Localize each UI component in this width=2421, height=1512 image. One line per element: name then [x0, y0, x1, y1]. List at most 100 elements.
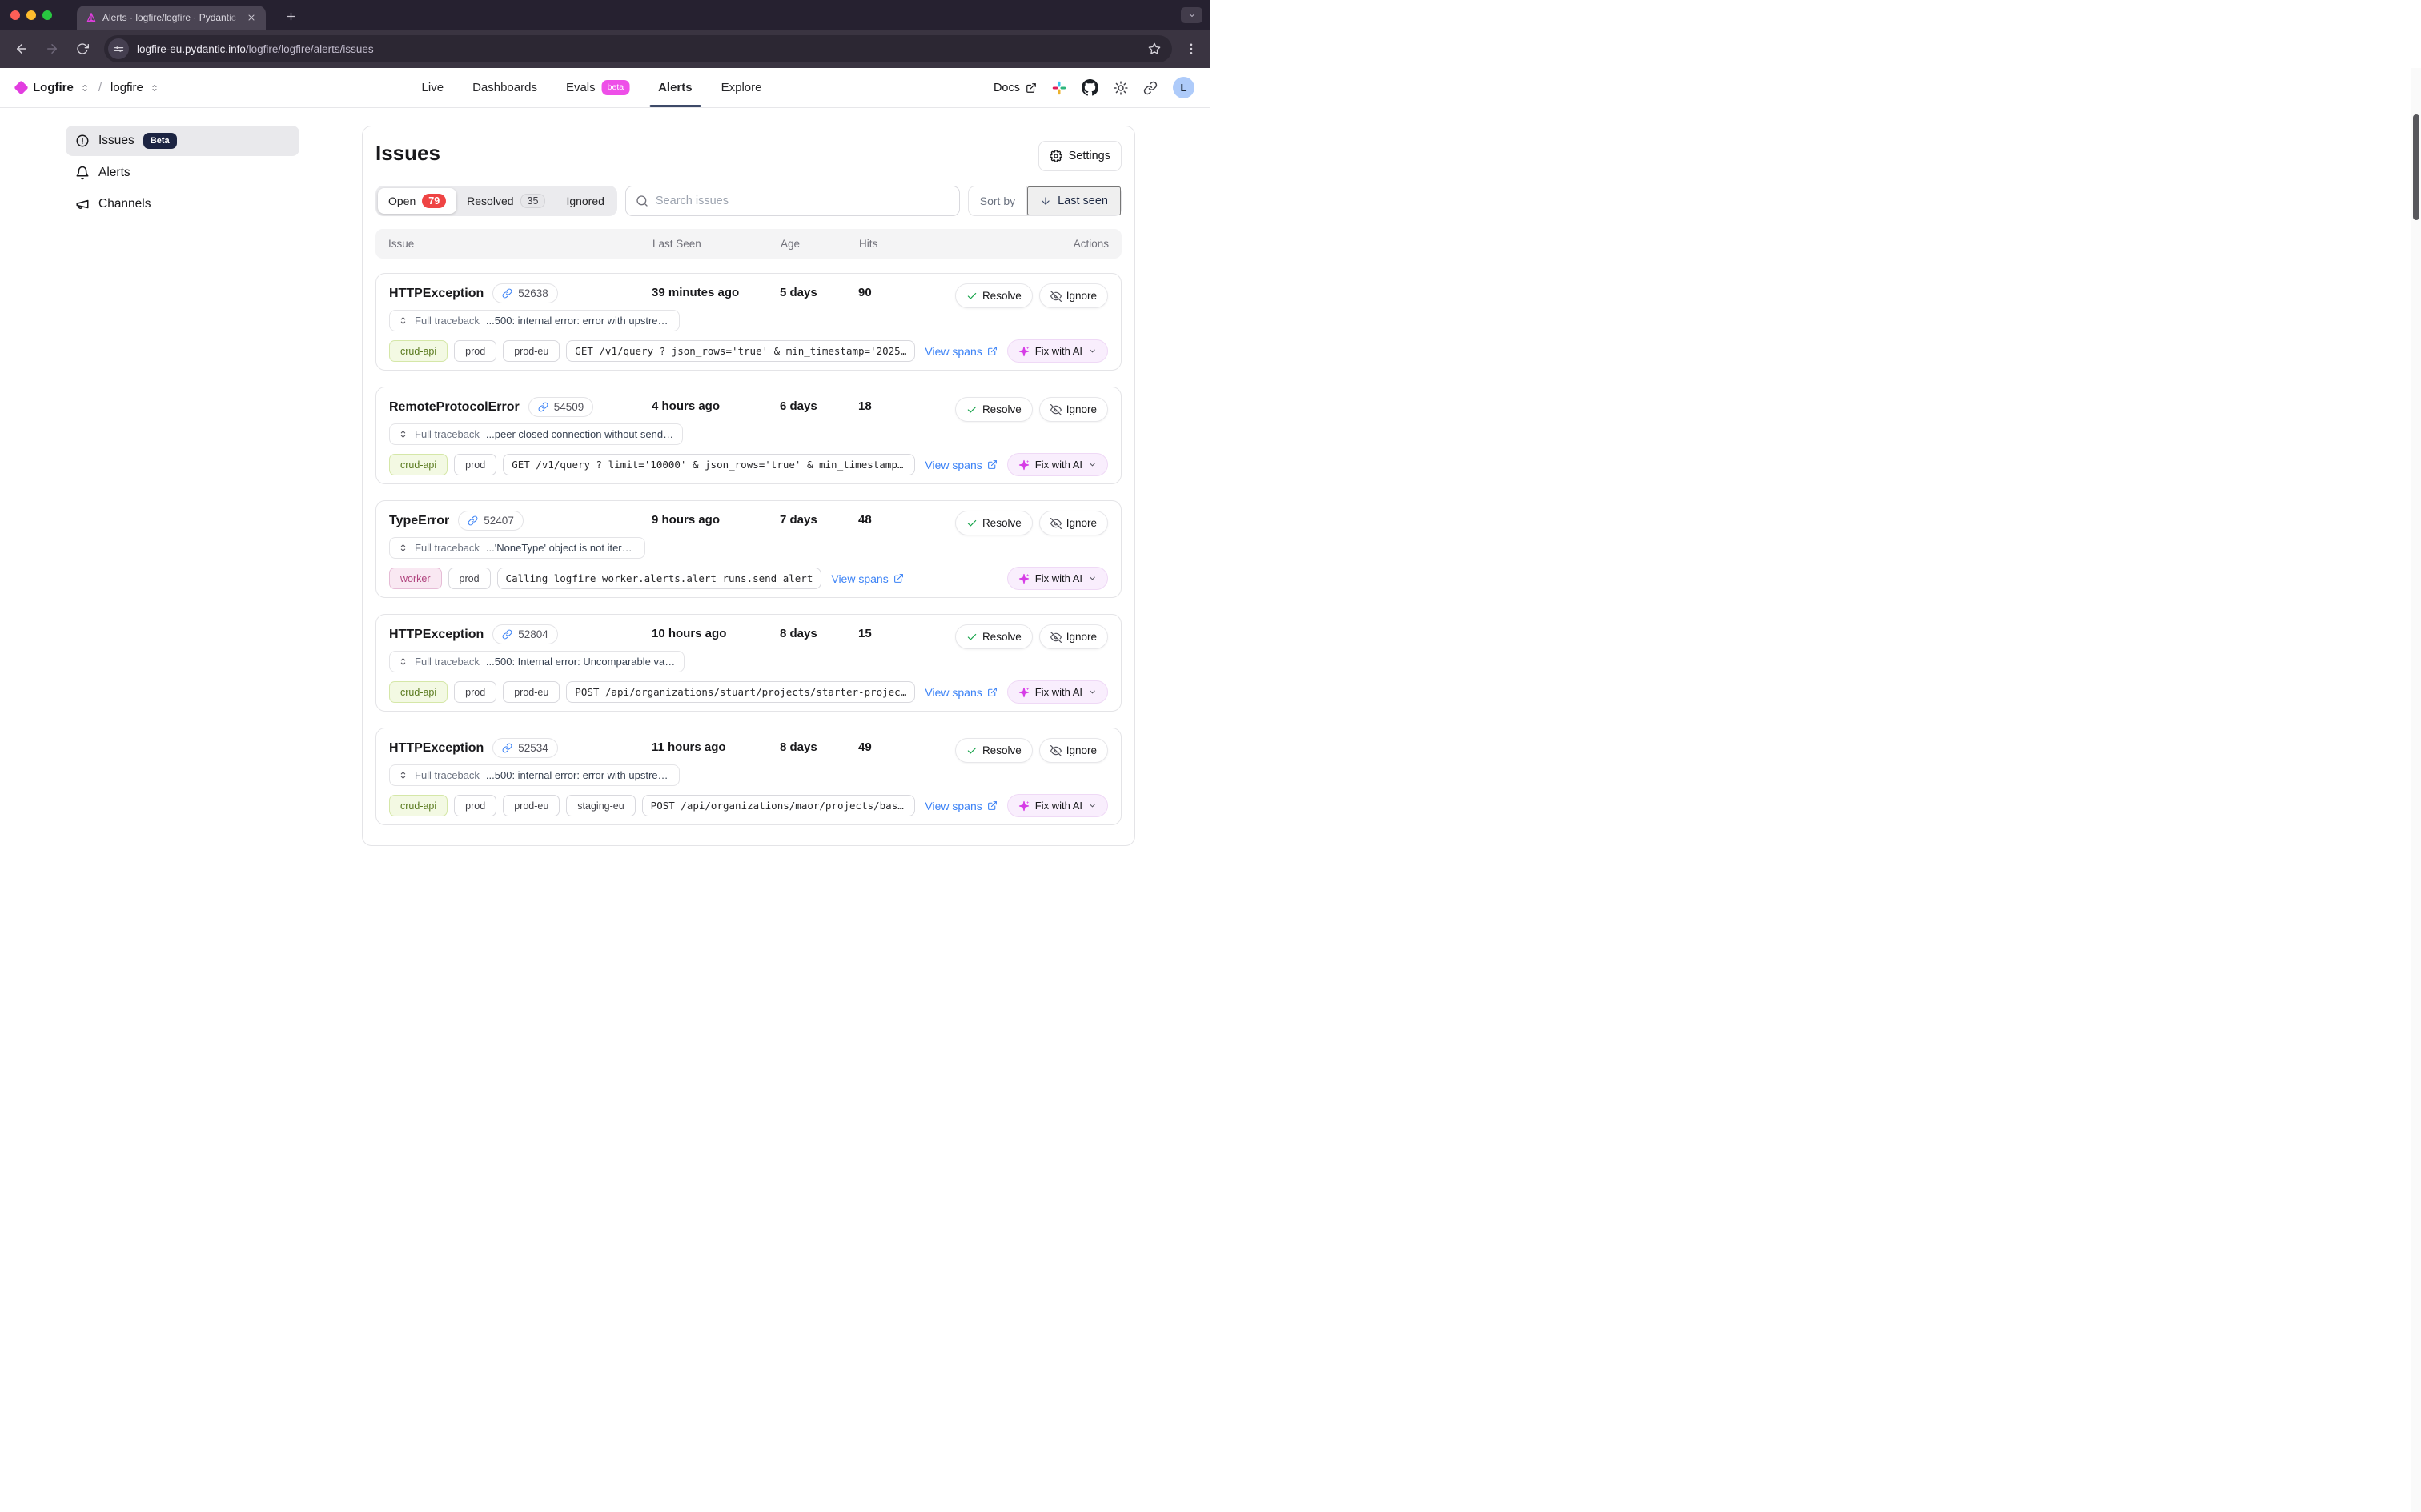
issue-row: HTTPException 52534 Full traceback ...50… [375, 728, 1122, 825]
tag-prod[interactable]: prod [454, 681, 497, 703]
arrow-left-icon [14, 42, 29, 56]
sparkles-icon [1018, 687, 1030, 698]
traceback-message: ...'NoneType' object is not iterable [485, 542, 636, 554]
nav-live[interactable]: Live [422, 68, 444, 107]
tag-prod[interactable]: prod [448, 568, 491, 589]
megaphone-icon [75, 197, 90, 211]
traceback-pill[interactable]: Full traceback ...500: internal error: e… [389, 310, 681, 331]
tag-crud-api[interactable]: crud-api [389, 795, 448, 816]
fix-with-ai-button[interactable]: Fix with AI [1006, 794, 1108, 817]
traceback-pill[interactable]: Full traceback ...peer closed connection… [389, 423, 683, 445]
breadcrumb-separator: / [98, 81, 102, 94]
browser-tab[interactable]: Alerts · logfire/logfire · Pydantic [77, 6, 266, 30]
issue-id-link[interactable]: 52534 [492, 738, 558, 758]
tag-staging-eu[interactable]: staging-eu [566, 795, 636, 816]
row-actions: Resolve Ignore [954, 624, 1108, 649]
forward-button[interactable] [38, 35, 66, 62]
sun-icon [1114, 81, 1128, 95]
url-bar[interactable]: logfire-eu.pydantic.info/logfire/logfire… [104, 35, 1172, 62]
tag-crud-api[interactable]: crud-api [389, 681, 448, 703]
issue-id-link[interactable]: 54509 [528, 397, 594, 417]
tag-worker[interactable]: worker [389, 568, 442, 589]
view-spans-link[interactable]: View spans [831, 572, 903, 585]
ignore-button[interactable]: Ignore [1038, 397, 1108, 422]
fix-with-ai-button[interactable]: Fix with AI [1006, 339, 1108, 363]
new-tab-button[interactable] [280, 6, 301, 26]
link-icon [502, 743, 512, 753]
fix-with-ai-button[interactable]: Fix with AI [1006, 680, 1108, 704]
view-spans-link[interactable]: View spans [925, 800, 997, 812]
resolve-button[interactable]: Resolve [954, 624, 1033, 649]
issue-id-link[interactable]: 52638 [492, 283, 558, 303]
resolve-button[interactable]: Resolve [954, 397, 1033, 422]
last-seen-value: 11 hours ago [652, 740, 726, 754]
tag-prod[interactable]: prod [454, 340, 497, 362]
tab-resolved[interactable]: Resolved 35 [456, 188, 556, 214]
ignore-button[interactable]: Ignore [1038, 511, 1108, 535]
search-input[interactable] [655, 195, 950, 207]
back-button[interactable] [8, 35, 35, 62]
tag-prod[interactable]: prod [454, 795, 497, 816]
fix-with-ai-button[interactable]: Fix with AI [1006, 567, 1108, 590]
traceback-pill[interactable]: Full traceback ...'NoneType' object is n… [389, 537, 645, 559]
issue-row: HTTPException 52638 Full traceback ...50… [375, 273, 1122, 371]
project-selector[interactable] [150, 83, 159, 93]
window-close-button[interactable] [10, 10, 20, 20]
resolve-button[interactable]: Resolve [954, 738, 1033, 763]
ignore-button[interactable]: Ignore [1038, 738, 1108, 763]
nav-alerts[interactable]: Alerts [649, 68, 701, 107]
sidebar-item-alerts[interactable]: Alerts [66, 158, 299, 187]
fix-with-ai-button[interactable]: Fix with AI [1006, 453, 1108, 476]
resolve-button[interactable]: Resolve [954, 283, 1033, 308]
tag-prod-eu[interactable]: prod-eu [503, 340, 560, 362]
eye-off-icon [1050, 518, 1062, 529]
view-spans-link[interactable]: View spans [925, 345, 997, 358]
traceback-pill[interactable]: Full traceback ...500: Internal error: U… [389, 651, 685, 672]
org-selector[interactable] [80, 83, 90, 93]
tab-open[interactable]: Open 79 [378, 188, 457, 214]
sort-value-button[interactable]: Last seen [1027, 186, 1121, 215]
issue-id-link[interactable]: 52407 [458, 511, 524, 531]
tab-search-chevron-button[interactable] [1181, 7, 1202, 23]
view-spans-link[interactable]: View spans [925, 686, 997, 699]
tab-title: Alerts · logfire/logfire · Pydantic [102, 12, 236, 23]
sidebar-item-issues[interactable]: Issues Beta [66, 126, 299, 156]
expand-updown-icon [398, 770, 408, 780]
chevron-down-icon [1088, 347, 1097, 355]
settings-button[interactable]: Settings [1038, 141, 1122, 171]
external-link-icon [987, 459, 998, 470]
ignore-button[interactable]: Ignore [1038, 624, 1108, 649]
window-minimize-button[interactable] [26, 10, 36, 20]
tag-prod-eu[interactable]: prod-eu [503, 795, 560, 816]
bookmark-star-button[interactable] [1143, 38, 1166, 60]
page-scrollbar-thumb[interactable] [2413, 114, 2419, 220]
resolve-button[interactable]: Resolve [954, 511, 1033, 535]
logfire-logo-icon [14, 80, 29, 95]
nav-dashboards[interactable]: Dashboards [472, 68, 537, 107]
nav-evals[interactable]: Evals beta [566, 68, 630, 107]
slack-button[interactable] [1052, 81, 1066, 95]
reload-button[interactable] [69, 35, 96, 62]
issue-id-link[interactable]: 52804 [492, 624, 558, 644]
tab-close-icon[interactable] [244, 10, 259, 25]
tag-crud-api[interactable]: crud-api [389, 454, 448, 475]
link-icon [502, 288, 512, 299]
docs-link[interactable]: Docs [994, 82, 1037, 94]
github-button[interactable] [1082, 79, 1098, 96]
tag-crud-api[interactable]: crud-api [389, 340, 448, 362]
ignore-button[interactable]: Ignore [1038, 283, 1108, 308]
browser-menu-button[interactable] [1180, 38, 1202, 60]
traceback-pill[interactable]: Full traceback ...500: internal error: e… [389, 764, 681, 786]
tab-ignored[interactable]: Ignored [556, 189, 614, 213]
view-spans-link[interactable]: View spans [925, 459, 997, 471]
share-link-button[interactable] [1143, 81, 1158, 95]
updown-chevron-icon [80, 83, 90, 93]
window-maximize-button[interactable] [42, 10, 52, 20]
tag-prod[interactable]: prod [454, 454, 497, 475]
tag-prod-eu[interactable]: prod-eu [503, 681, 560, 703]
user-avatar[interactable]: L [1173, 77, 1194, 98]
theme-toggle-button[interactable] [1114, 81, 1128, 95]
site-settings-button[interactable] [108, 38, 129, 59]
sidebar-item-channels[interactable]: Channels [66, 190, 299, 219]
nav-explore[interactable]: Explore [721, 68, 762, 107]
